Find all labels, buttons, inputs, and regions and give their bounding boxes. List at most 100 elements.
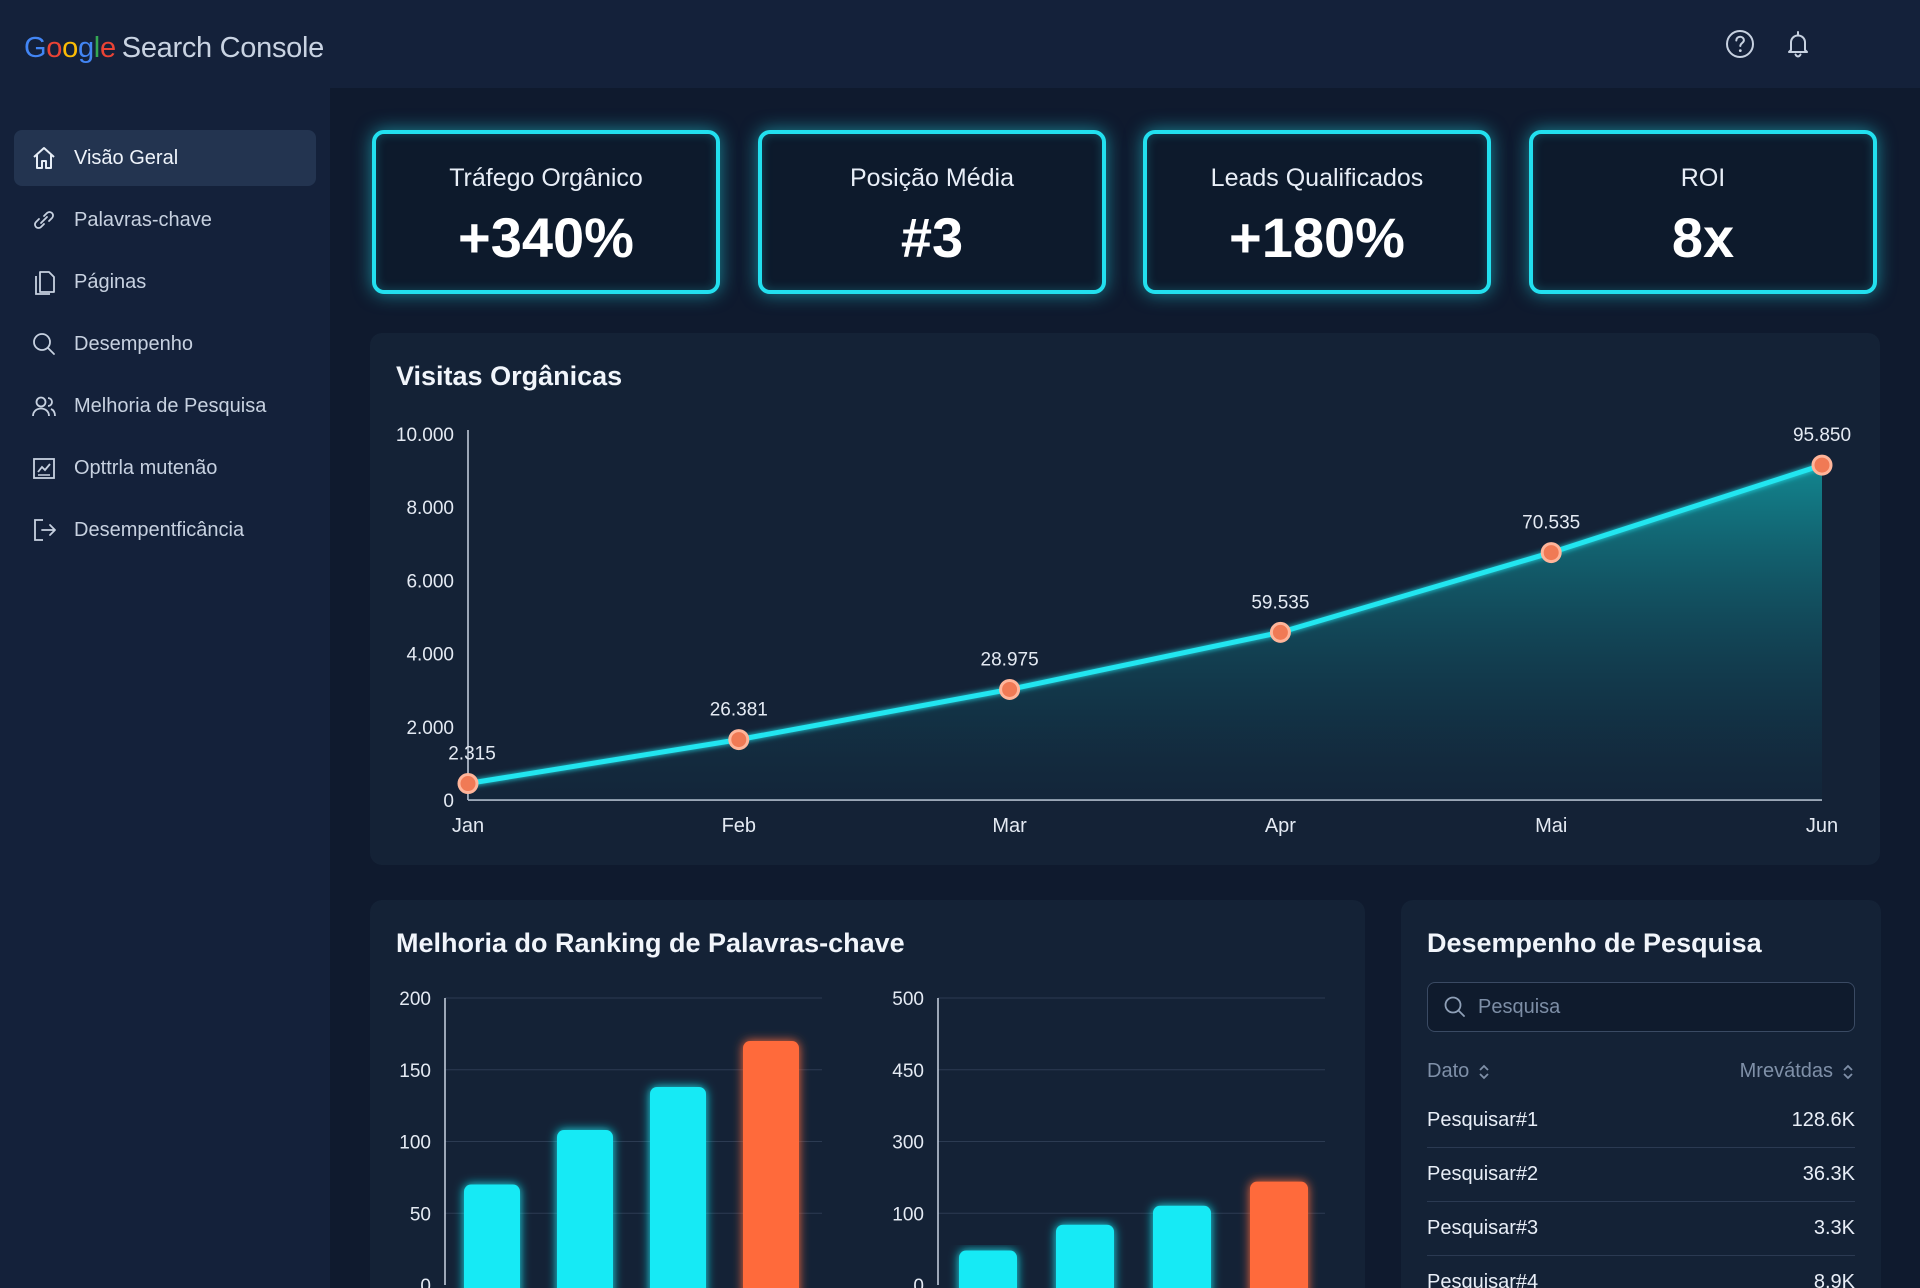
y-tick-label: 100 <box>399 1133 431 1154</box>
search-performance-title: Desempenho de Pesquisa <box>1427 928 1762 958</box>
bar <box>557 1130 613 1288</box>
link-icon <box>34 211 54 229</box>
logo-letter: G <box>24 32 47 64</box>
ranking-chart-title: Melhoria do Ranking de Palavras-chave <box>396 928 905 958</box>
table-row[interactable]: Pesquisar#4 8.9K <box>1427 1256 1855 1288</box>
y-tick-label: 500 <box>892 989 924 1010</box>
kpi-card-trafego: Tráfego Orgânico +340% <box>372 130 720 294</box>
area-fill <box>468 465 1822 800</box>
data-point <box>457 773 479 795</box>
kpi-value: 8x <box>1671 206 1735 269</box>
y-tick-label: 300 <box>892 1133 924 1154</box>
table-row[interactable]: Pesquisar#2 36.3K <box>1427 1148 1855 1202</box>
help-circle-icon[interactable] <box>1724 28 1756 60</box>
bell-icon[interactable] <box>1782 28 1814 60</box>
chart-board-icon <box>33 458 55 479</box>
row-query: Pesquisar#1 <box>1427 1109 1539 1131</box>
y-tick-label: 8.000 <box>406 498 454 519</box>
y-tick-label: 50 <box>410 1204 431 1225</box>
logo-letter: o <box>46 32 63 64</box>
sidebar-item-paginas[interactable]: Páginas <box>14 254 316 310</box>
kpi-card-leads: Leads Qualificados +180% <box>1143 130 1491 294</box>
y-tick-label: 100 <box>892 1204 924 1225</box>
sidebar-item-desempenho[interactable]: Desempenho <box>14 316 316 372</box>
bar <box>464 1184 520 1288</box>
logo-letter: e <box>99 32 116 64</box>
home-icon <box>33 147 55 169</box>
pages-icon <box>35 271 55 295</box>
column-header-dato[interactable]: Dato <box>1427 1060 1491 1083</box>
row-query: Pesquisar#4 <box>1427 1271 1539 1288</box>
bar <box>1250 1181 1308 1288</box>
logout-icon <box>34 519 56 541</box>
y-tick-label: 0 <box>443 791 454 812</box>
kpi-label: Posição Média <box>850 164 1014 192</box>
data-point <box>1811 454 1833 476</box>
y-tick-label: 6.000 <box>406 571 454 592</box>
data-label: 95.850 <box>1793 425 1851 446</box>
search-field[interactable] <box>1427 982 1855 1032</box>
sidebar-item-desempentficancia[interactable]: Desempentficância <box>14 502 316 558</box>
bar <box>959 1250 1017 1288</box>
ranking-bar-chart-right: 0 100 300 450 500 <box>892 989 1325 1288</box>
search-icon <box>1444 996 1465 1017</box>
sidebar-item-label: Desempenho <box>74 332 193 355</box>
data-label: 26.381 <box>710 700 768 721</box>
y-tick-label: 10.000 <box>396 425 454 446</box>
sidebar-item-label: Opttrla mutenão <box>74 456 218 479</box>
bar <box>1056 1224 1114 1288</box>
bar <box>650 1086 706 1288</box>
ranking-chart-card: Melhoria do Ranking de Palavras-chave 0 5… <box>370 900 1365 1288</box>
sidebar-item-melhoria-de-pesquisa[interactable]: Melhoria de Pesquisa <box>14 378 316 434</box>
table-row[interactable]: Pesquisar#1 128.6K <box>1427 1094 1855 1148</box>
y-tick-label: 2.000 <box>406 718 454 739</box>
x-tick-label: Jun <box>1806 815 1838 837</box>
x-tick-label: Mai <box>1535 815 1567 837</box>
bar <box>1153 1205 1211 1288</box>
kpi-label: ROI <box>1680 164 1726 192</box>
sidebar: Visão Geral Palavras-chave Páginas Desem… <box>0 88 330 1288</box>
data-label: 2.315 <box>448 744 496 765</box>
sidebar-item-palavras-chave[interactable]: Palavras-chave <box>14 192 316 248</box>
y-tick-label: 0 <box>420 1276 431 1288</box>
row-value: 36.3K <box>1802 1163 1855 1185</box>
kpi-value: +340% <box>458 206 634 269</box>
kpi-card-roi: ROI 8x <box>1529 130 1877 294</box>
y-tick-label: 150 <box>399 1061 431 1082</box>
data-point <box>999 678 1021 700</box>
kpi-label: Leads Qualificados <box>1210 164 1424 192</box>
sort-icon <box>1479 1064 1489 1079</box>
row-value: 3.3K <box>1813 1217 1855 1239</box>
logo-letter: o <box>62 32 78 64</box>
data-label: 70.535 <box>1522 513 1580 534</box>
logo-letter: l <box>93 32 100 64</box>
logo-product-name: Search Console <box>121 32 324 64</box>
search-input[interactable] <box>1478 995 1838 1019</box>
data-point <box>728 729 750 751</box>
sidebar-item-opttrla-mutenao[interactable]: Opttrla mutenão <box>14 440 316 496</box>
table-row[interactable]: Pesquisar#3 3.3K <box>1427 1202 1855 1256</box>
data-point <box>1269 621 1291 643</box>
row-value: 128.6K <box>1791 1109 1855 1131</box>
row-query: Pesquisar#3 <box>1427 1217 1539 1239</box>
sidebar-item-label: Melhoria de Pesquisa <box>74 394 267 417</box>
y-tick-label: 450 <box>892 1061 924 1082</box>
row-value: 8.9K <box>1813 1271 1855 1288</box>
x-tick-label: Jan <box>452 815 484 837</box>
search-icon <box>33 333 55 355</box>
column-header-label: Mrevátdas <box>1739 1060 1833 1082</box>
x-tick-label: Mar <box>992 815 1027 837</box>
visits-line-chart: 0 2.000 4.000 6.000 8.000 10.000 Jan Feb Mar Apr M… <box>396 425 1851 837</box>
sidebar-item-visao-geral[interactable]: Visão Geral <box>14 130 316 186</box>
x-tick-label: Feb <box>722 815 756 837</box>
kpi-card-posicao: Posição Média #3 <box>758 130 1106 294</box>
sidebar-item-label: Palavras-chave <box>74 208 212 231</box>
users-icon <box>32 396 56 417</box>
visits-chart-title: Visitas Orgânicas <box>396 361 623 391</box>
logo-letter: g <box>77 32 94 64</box>
data-label: 28.975 <box>981 649 1039 670</box>
sort-icon <box>1843 1064 1853 1079</box>
column-header-value[interactable]: Mrevátdas <box>1740 1060 1855 1083</box>
sidebar-item-label: Visão Geral <box>74 146 179 169</box>
